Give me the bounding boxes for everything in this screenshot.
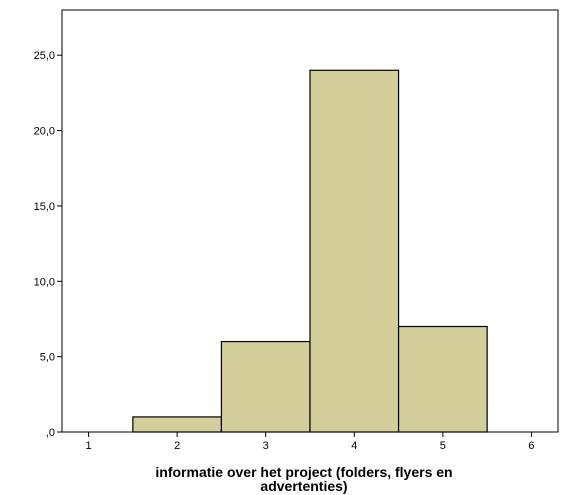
bar-5 xyxy=(397,325,488,433)
x-tick-label: 4 xyxy=(351,440,357,452)
y-tick-label: 10,0 xyxy=(34,276,55,288)
bar-4 xyxy=(309,69,400,433)
bars-group xyxy=(132,69,488,433)
x-axis: 1 2 3 4 5 6 xyxy=(86,432,534,452)
x-tick-label: 1 xyxy=(86,440,92,452)
y-tick-label: 20,0 xyxy=(34,126,55,138)
y-tick-label: 25,0 xyxy=(34,50,55,62)
bar-3 xyxy=(220,340,311,433)
x-tick-label: 5 xyxy=(440,440,446,452)
bar-2 xyxy=(132,416,223,433)
y-tick-label: ,0 xyxy=(46,427,55,439)
x-tick-label: 6 xyxy=(528,440,534,452)
y-axis: ,0 5,0 10,0 15,0 20,0 25,0 xyxy=(34,50,62,439)
x-axis-title-line-1: informatie over het project (folders, fl… xyxy=(155,464,452,480)
x-tick-label: 3 xyxy=(263,440,269,452)
x-tick-label: 2 xyxy=(174,440,180,452)
y-tick-label: 5,0 xyxy=(40,352,55,364)
x-axis-title-line-2: advertenties) xyxy=(260,478,347,494)
y-tick-label: 15,0 xyxy=(34,201,55,213)
